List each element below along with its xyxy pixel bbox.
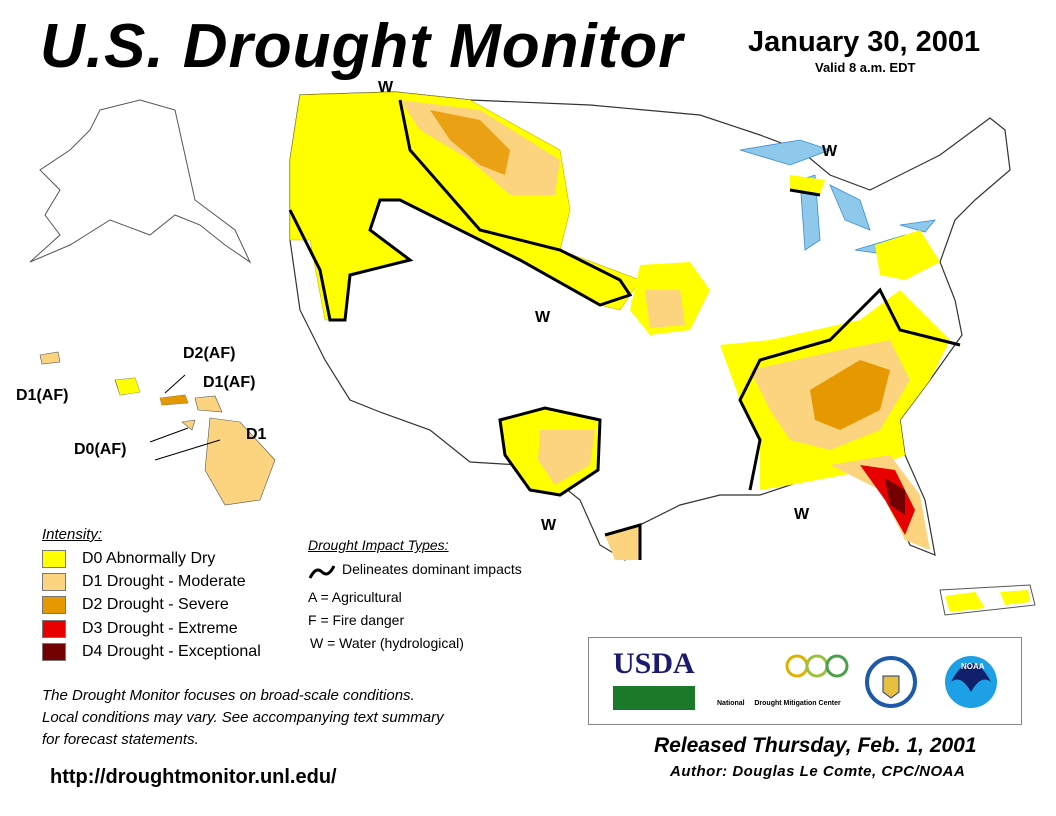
usda-logo-field: [613, 686, 695, 710]
impact-type: F = Fire danger: [308, 612, 405, 628]
impact-line-label: Delineates dominant impacts: [342, 561, 522, 577]
ndmc-trees-icon: [785, 654, 849, 678]
website-link[interactable]: http://droughtmonitor.unl.edu/: [50, 766, 337, 788]
author: Author: Douglas Le Comte, CPC/NOAA: [670, 763, 966, 780]
d4-region-florida: [885, 478, 905, 515]
page-title: U.S. Drought Monitor: [40, 12, 684, 81]
label-hawaii: D1(AF): [16, 387, 69, 404]
impact-boundaries: [288, 99, 961, 560]
partner-logos: USDA National Drought Mitigation Center …: [588, 637, 1022, 725]
legend-item-d4: D4 Drought - Exceptional: [42, 642, 261, 662]
impact-type: W = Water (hydrological): [310, 635, 464, 651]
d1-region-texas: [538, 430, 595, 485]
label-w: W: [794, 506, 810, 523]
hawaii-leader-lines: [149, 374, 221, 461]
hawaii-oahu: [116, 378, 140, 395]
label-w: W: [822, 143, 838, 160]
hawaii-molokai: [160, 395, 188, 405]
legend-item-d3: D3 Drought - Extreme: [42, 619, 238, 639]
d2-region-southeast: [810, 360, 890, 430]
release-date: Released Thursday, Feb. 1, 2001: [654, 734, 977, 757]
disclaimer-note: The Drought Monitor focuses on broad-sca…: [42, 687, 444, 748]
label-w: W: [535, 309, 551, 326]
alaska: [29, 99, 252, 264]
commerce-seal-icon: [865, 656, 917, 708]
d1-region-plains: [645, 290, 685, 328]
map-date: January 30, 2001: [748, 26, 981, 58]
label-w: W: [378, 79, 394, 96]
impact-line-icon: [308, 565, 336, 579]
label-hawaii: D2(AF): [183, 345, 236, 362]
legend-item-d0: D0 Abnormally Dry: [42, 549, 215, 569]
noaa-logo-icon: [945, 656, 997, 708]
legend-item-d1: D1 Drought - Moderate: [42, 572, 246, 592]
label-hawaii: D0(AF): [74, 441, 127, 458]
noaa-logo-text: NOAA: [961, 662, 985, 671]
d0-region-ohio-valley: [875, 230, 940, 280]
label-hawaii: D1: [246, 426, 267, 443]
impact-type: A = Agricultural: [308, 589, 402, 605]
label-hawaii: D1(AF): [203, 374, 256, 391]
great-lakes: [739, 139, 936, 256]
impact-types-title: Drought Impact Types:: [308, 537, 449, 553]
legend-title: Intensity:: [42, 526, 103, 543]
usda-logo: USDA: [613, 647, 695, 680]
ndmc-logo-text: National Drought Mitigation Center: [717, 700, 841, 707]
legend-item-d2: D2 Drought - Severe: [42, 595, 229, 615]
d3-region-florida: [860, 465, 915, 535]
valid-time: Valid 8 a.m. EDT: [815, 60, 916, 75]
d2-region-montana: [430, 110, 510, 175]
label-w: W: [541, 517, 557, 534]
